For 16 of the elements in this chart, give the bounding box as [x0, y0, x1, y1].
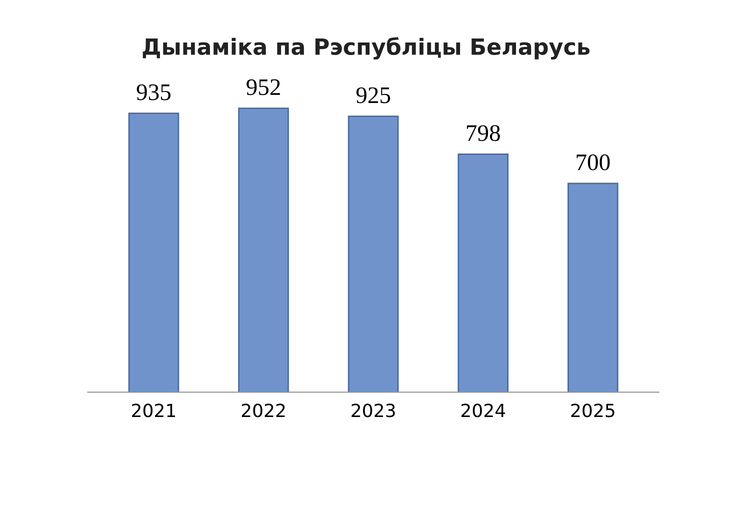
data-label: 952	[246, 79, 280, 96]
bar	[238, 108, 289, 392]
x-tick-label: 2021	[132, 404, 176, 418]
data-label: 700	[576, 154, 610, 170]
bar	[458, 154, 509, 392]
x-tick-label: 2024	[461, 404, 506, 418]
bar	[348, 116, 399, 392]
x-tick-label: 2022	[242, 404, 285, 418]
bar	[128, 112, 180, 392]
bar	[568, 182, 618, 392]
x-tick-label: 2025	[571, 404, 614, 418]
data-label: 935	[136, 84, 171, 100]
data-label: 925	[356, 87, 390, 104]
x-tick-label: 2023	[352, 404, 395, 418]
data-label: 798	[466, 125, 500, 142]
chart-title: Дынаміка па Рэспубліцы Беларусь	[142, 37, 590, 60]
